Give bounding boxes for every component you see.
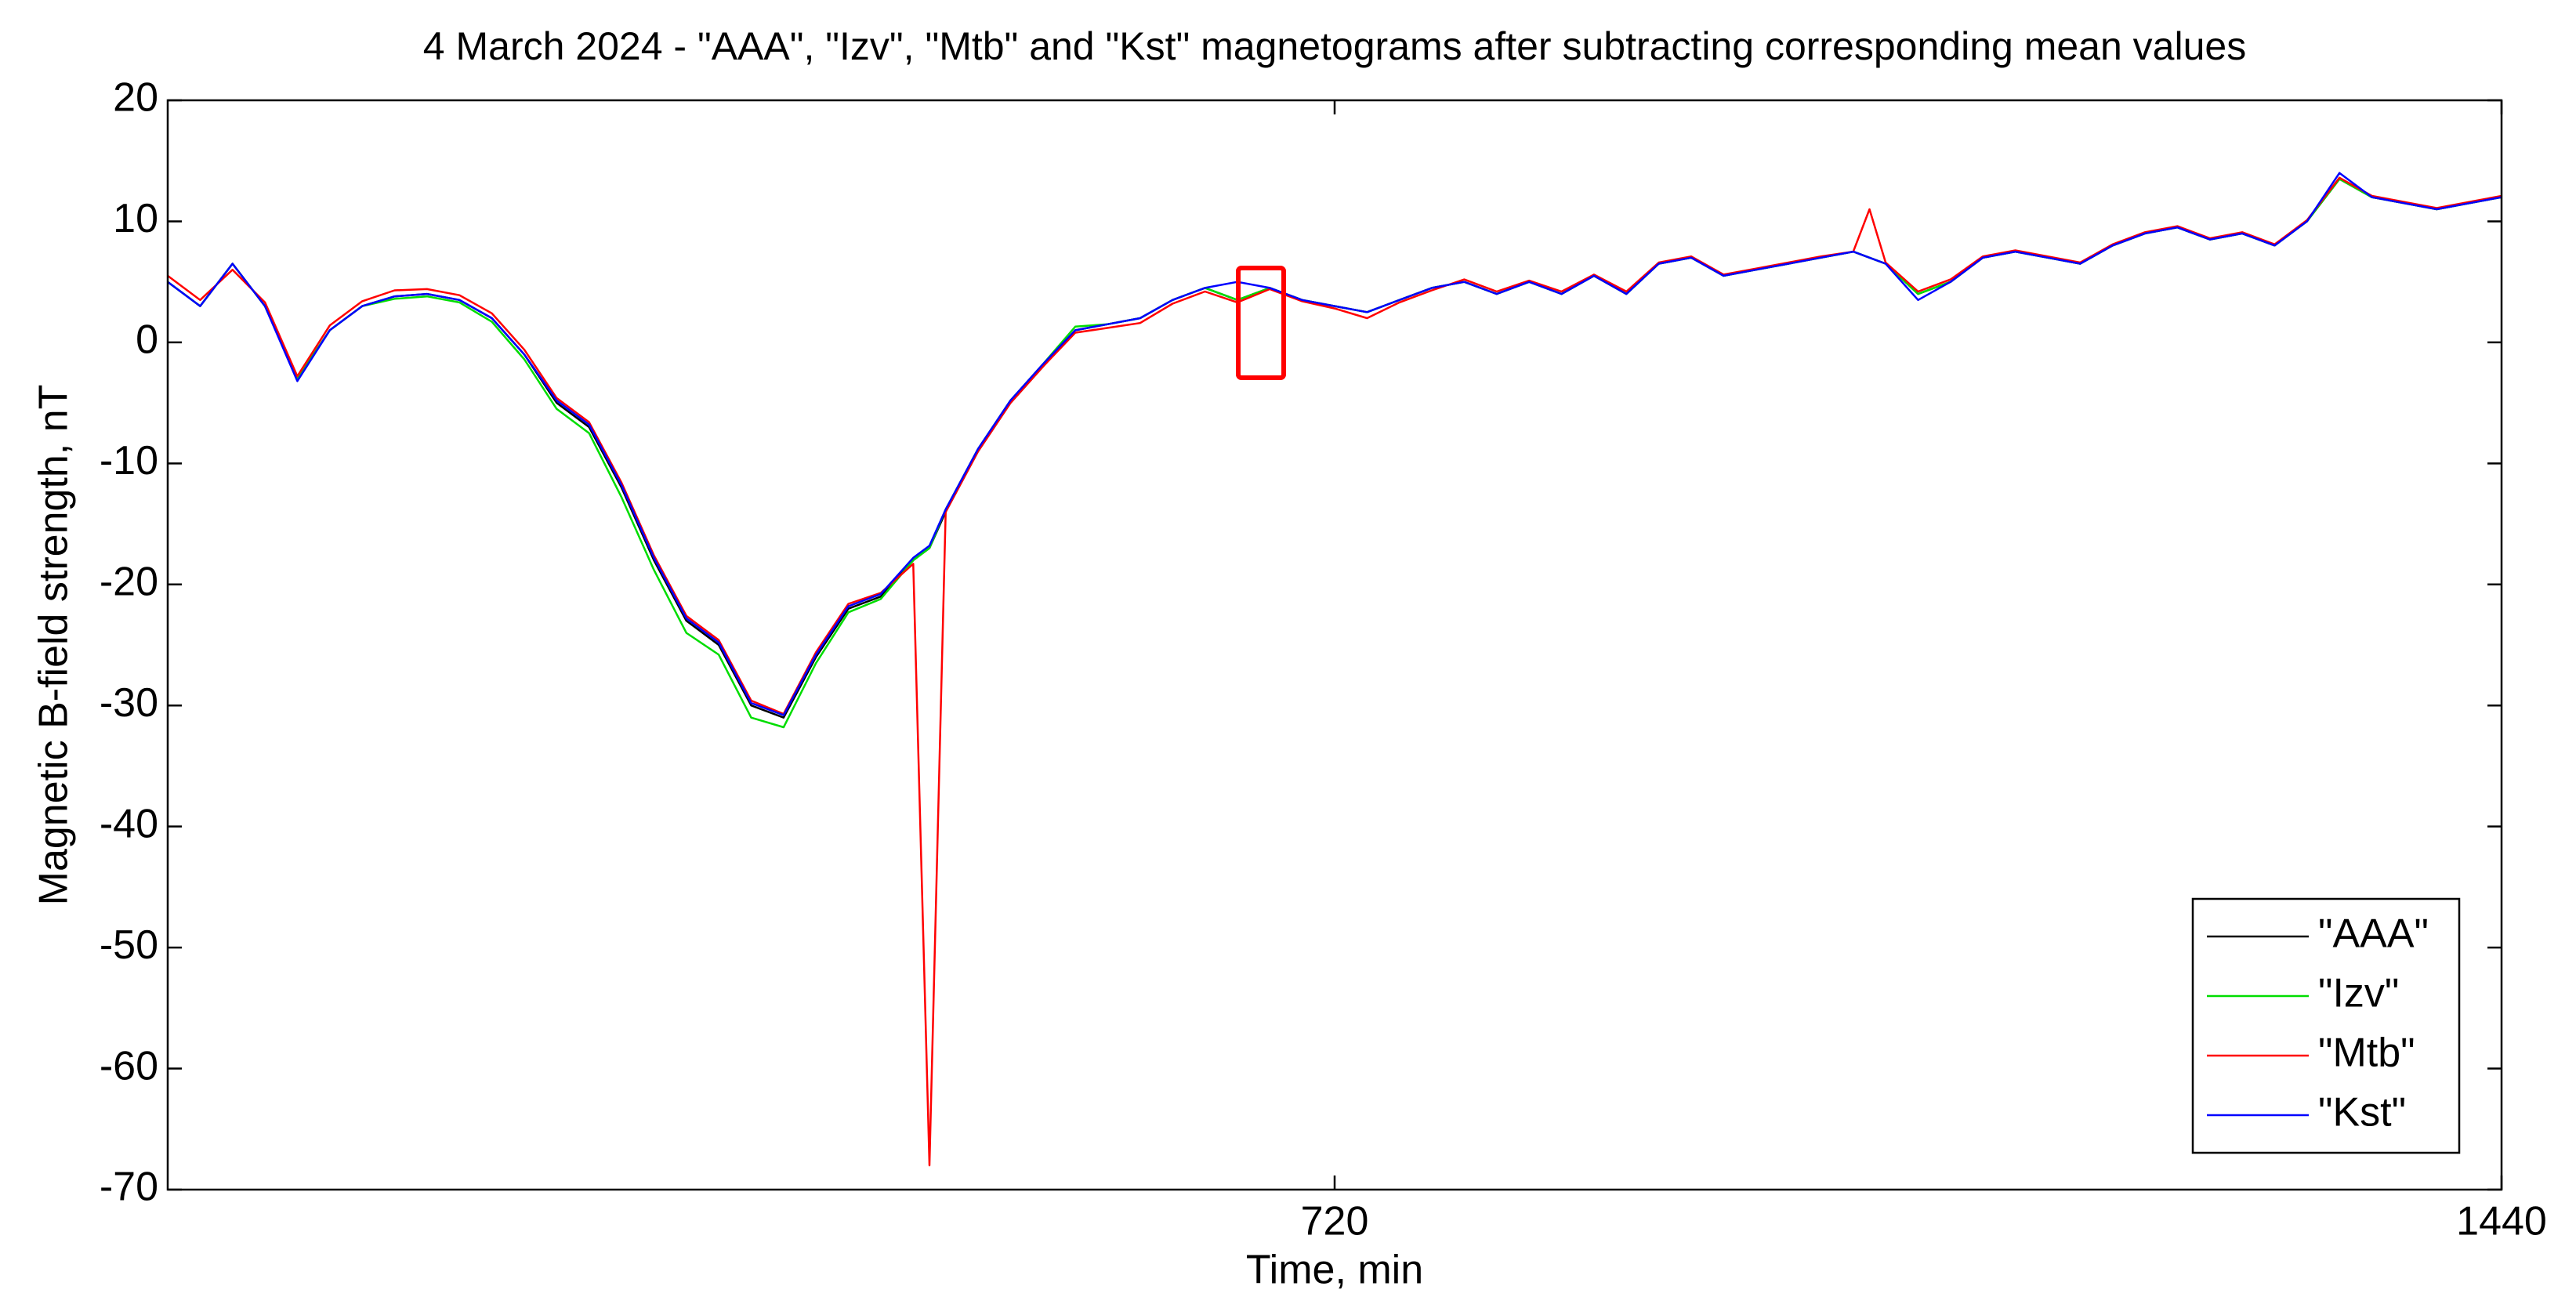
legend: "AAA" "Izv" "Mtb" "Kst" [2191,897,2461,1154]
y-tick-label: -20 [100,560,158,605]
series-line [167,176,2502,1167]
y-tick-label: -40 [100,801,158,846]
y-tick-label: -60 [100,1043,158,1089]
legend-box [2191,897,2461,1154]
y-axis-label: Magnetic B-field strength, nT [31,385,77,906]
legend-label: "Mtb" [2318,1031,2415,1076]
y-tick-label: -70 [100,1165,158,1210]
y-tick-label: -10 [100,438,158,484]
y-tick-label: 0 [136,317,158,363]
chart-title: 4 March 2024 - "AAA", "Izv", "Mtb" and "… [423,24,2246,68]
y-tick-label: 20 [113,75,158,121]
highlight-box [1236,266,1286,380]
x-tick-label: 720 [1301,1199,1369,1244]
series-line [167,172,2502,716]
legend-label: "Kst" [2318,1090,2406,1136]
plot-area [167,172,2502,1167]
legend-label: "AAA" [2318,911,2429,957]
x-axis-label: Time, min [1246,1248,1423,1293]
y-tick-label: 10 [113,196,158,241]
legend-label: "Izv" [2318,971,2399,1016]
y-tick-label: -30 [100,680,158,726]
x-tick-label: 1440 [2456,1199,2547,1244]
y-tick-label: -50 [100,922,158,968]
